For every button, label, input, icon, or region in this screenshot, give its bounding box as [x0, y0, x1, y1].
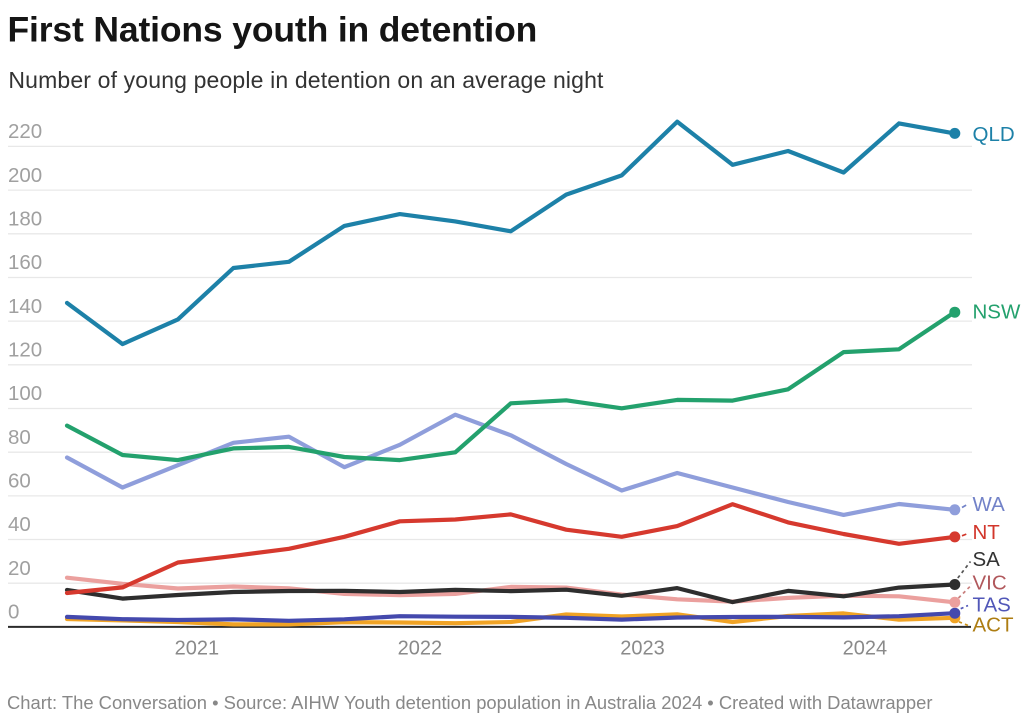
svg-text:120: 120: [8, 339, 42, 362]
svg-text:NT: NT: [973, 521, 1001, 544]
svg-text:TAS: TAS: [973, 594, 1011, 617]
svg-text:100: 100: [8, 382, 42, 405]
svg-text:First Nations youth in detenti: First Nations youth in detention: [8, 10, 538, 50]
svg-text:2021: 2021: [175, 638, 220, 660]
svg-text:180: 180: [8, 208, 42, 231]
svg-text:160: 160: [8, 251, 42, 274]
svg-text:2024: 2024: [843, 638, 888, 660]
svg-text:ACT: ACT: [973, 614, 1014, 637]
svg-text:SA: SA: [973, 548, 1001, 571]
svg-text:NSW: NSW: [973, 300, 1021, 323]
svg-text:Number of young people in dete: Number of young people in detention on a…: [8, 67, 604, 93]
svg-text:60: 60: [8, 470, 31, 493]
svg-text:WA: WA: [973, 493, 1006, 516]
svg-text:QLD: QLD: [973, 123, 1015, 146]
svg-text:40: 40: [8, 513, 31, 536]
svg-text:Chart: The Conversation • Sour: Chart: The Conversation • Source: AIHW Y…: [7, 692, 932, 713]
svg-text:20: 20: [8, 557, 31, 580]
svg-text:140: 140: [8, 295, 42, 318]
svg-text:0: 0: [8, 601, 19, 624]
svg-text:200: 200: [8, 164, 42, 187]
svg-text:80: 80: [8, 426, 31, 449]
svg-text:220: 220: [8, 120, 42, 143]
svg-text:VIC: VIC: [973, 571, 1007, 594]
svg-text:2023: 2023: [620, 638, 665, 660]
svg-text:2022: 2022: [398, 638, 443, 660]
